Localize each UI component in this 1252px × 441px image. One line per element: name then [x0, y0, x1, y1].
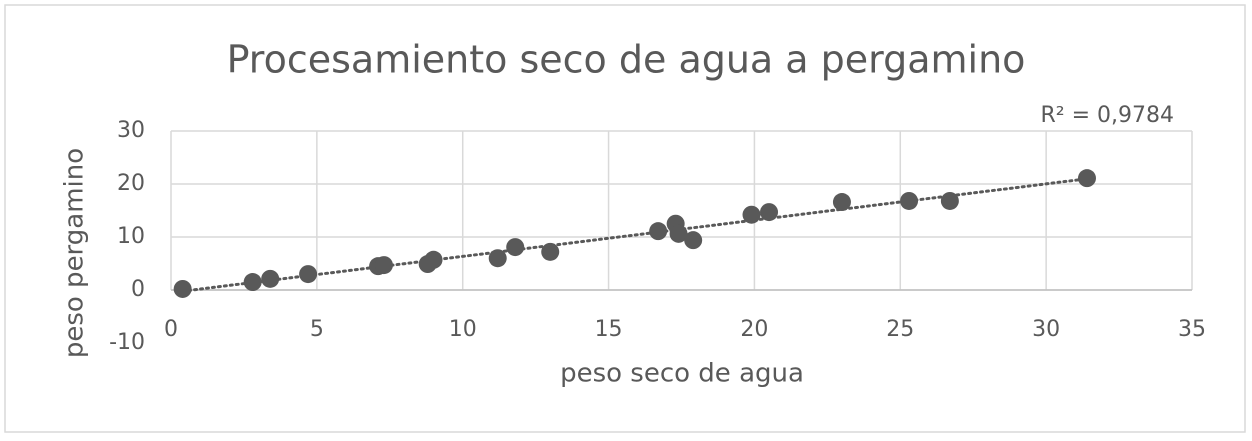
x-axis-title: peso seco de agua — [560, 359, 804, 389]
marks — [173, 169, 1096, 298]
y-tick-label: 30 — [117, 118, 145, 143]
point — [649, 222, 668, 241]
point — [488, 249, 507, 268]
r-squared-label: R² = 0,9784 — [1040, 103, 1174, 128]
y-tick-label: -10 — [109, 330, 145, 355]
point — [900, 191, 919, 210]
point — [1077, 169, 1096, 188]
point — [506, 238, 525, 257]
y-tick-label: 20 — [117, 171, 145, 196]
trendline — [181, 177, 1089, 293]
x-tick-label: 15 — [595, 317, 623, 342]
x-tick-label: 35 — [1178, 317, 1206, 342]
point — [669, 224, 688, 243]
point — [261, 269, 280, 288]
point — [742, 205, 761, 224]
point — [374, 256, 393, 275]
point — [940, 191, 959, 210]
x-tick-label: 20 — [740, 317, 768, 342]
x-tick-label: 25 — [886, 317, 914, 342]
y-tick-label: 10 — [117, 224, 145, 249]
point — [684, 231, 703, 250]
point — [832, 193, 851, 212]
x-tick-label: 5 — [310, 317, 324, 342]
point — [243, 273, 262, 292]
y-tick-label: 0 — [131, 277, 145, 302]
chart-title: Procesamiento seco de agua a pergamino — [227, 38, 1026, 82]
x-tick-label: 30 — [1032, 317, 1060, 342]
y-axis-title: peso pergamino — [60, 148, 90, 358]
point — [424, 250, 443, 269]
point — [299, 265, 318, 284]
x-tick-label: 0 — [164, 317, 178, 342]
x-tick-label: 10 — [449, 317, 477, 342]
point — [173, 279, 192, 298]
chart-border — [4, 4, 1246, 433]
point — [760, 203, 779, 222]
point — [541, 242, 560, 261]
